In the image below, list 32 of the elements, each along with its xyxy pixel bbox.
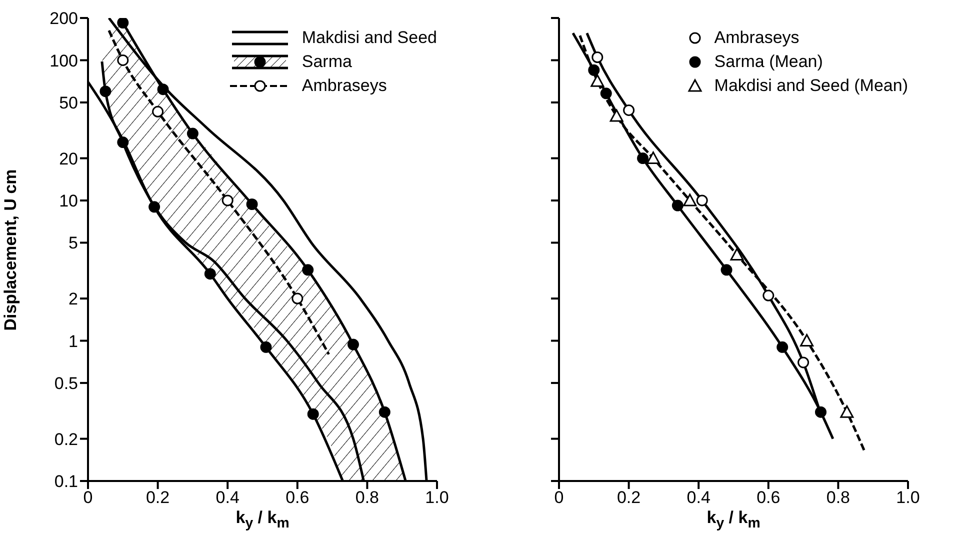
x-tick-label: 0.6: [286, 488, 310, 508]
y-tick-label: 0.1: [54, 472, 78, 492]
legend-label: Sarma: [302, 52, 352, 72]
x-tick-label: 0.4: [216, 488, 240, 508]
y-tick-label: 2: [68, 290, 78, 309]
x-tick-label: 0.6: [756, 488, 780, 508]
y-tick-label: 50: [59, 93, 78, 112]
legend-label: Makdisi and Seed (Mean): [714, 76, 908, 96]
x-tick-label: 1.0: [425, 488, 449, 508]
y-tick-label: 20: [59, 149, 78, 168]
x-tick-label: 0.8: [826, 488, 850, 508]
y-tick-label: 1: [68, 332, 78, 351]
legend-label: Makdisi and Seed: [302, 28, 437, 48]
y-tick-label: 0.5: [54, 374, 78, 393]
x-tick-label: 0: [554, 488, 564, 508]
legend-label: Ambraseys: [714, 28, 800, 48]
x-tick-label: 0.4: [686, 488, 710, 508]
x-axis-title: k$_{y}$ / k$_{m}$: [234, 508, 290, 532]
x-tick-label: 0: [83, 488, 93, 508]
y-axis-title: Displacement, U cm: [1, 168, 21, 332]
x-tick-label: 0.2: [616, 488, 641, 508]
y-tick-label: 100: [50, 51, 78, 70]
y-tick-label: 10: [59, 192, 78, 211]
y-tick-label: 5: [68, 234, 78, 253]
legend-label: Sarma (Mean): [714, 52, 823, 72]
x-tick-label: 1.0: [896, 488, 920, 508]
legend-label: Ambraseys: [302, 76, 387, 96]
y-tick-label: 200: [50, 9, 78, 28]
x-tick-label: 0.2: [146, 488, 170, 508]
y-tick-label: 0.2: [54, 430, 78, 449]
x-axis-title: k$_{y}$ / k$_{m}$: [706, 508, 762, 532]
x-tick-label: 0.8: [355, 488, 380, 508]
